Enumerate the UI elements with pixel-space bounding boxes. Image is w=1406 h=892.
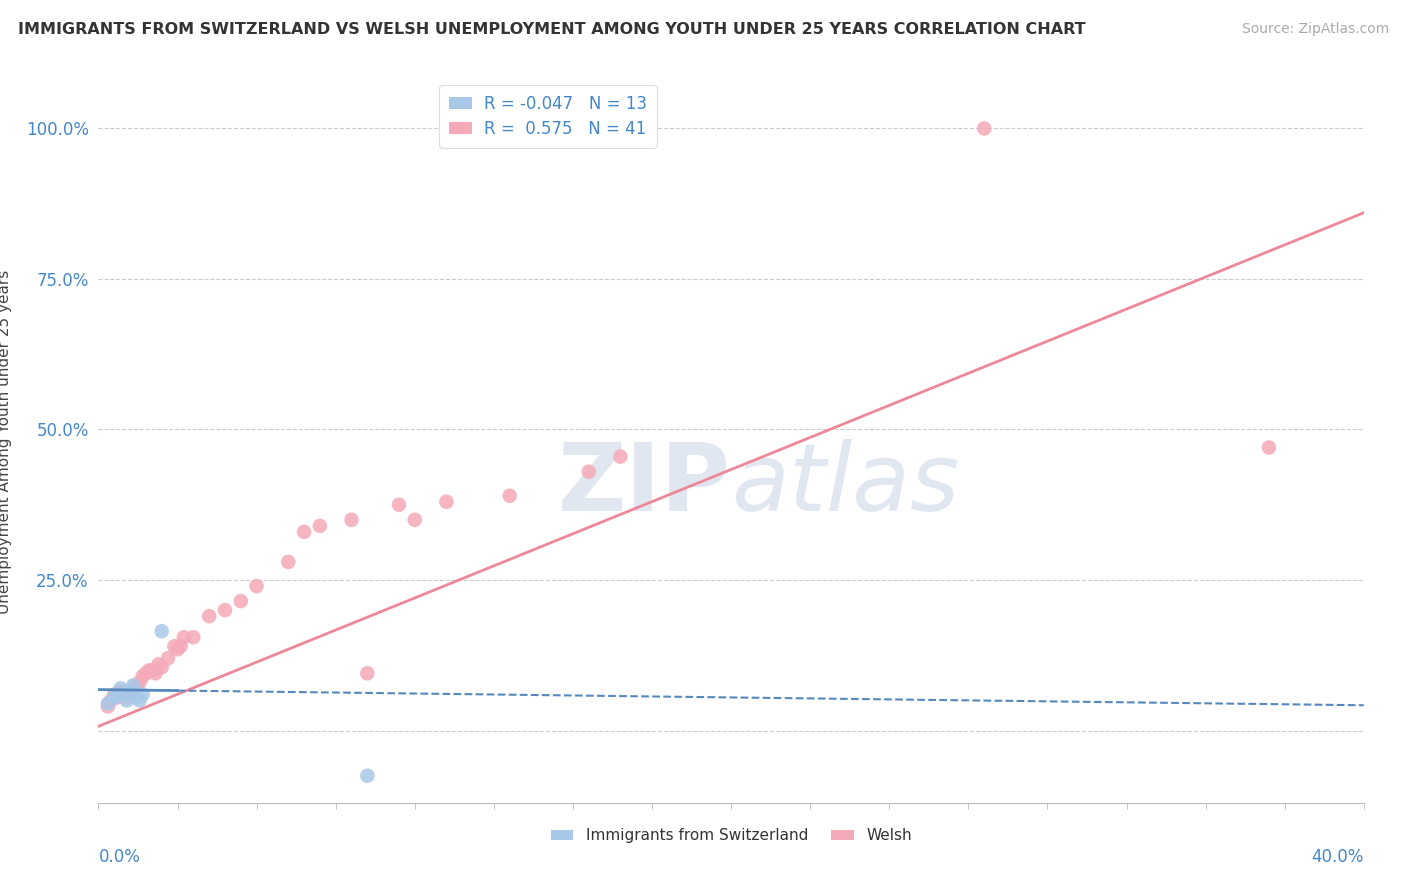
Text: atlas: atlas: [731, 440, 959, 531]
Point: [214, 603, 236, 617]
Point: [150, 660, 173, 674]
Y-axis label: Unemployment Among Youth under 25 years: Unemployment Among Youth under 25 years: [0, 269, 11, 614]
Point: [107, 690, 129, 705]
Point: [107, 687, 129, 701]
Point: [309, 518, 332, 533]
Text: ZIP: ZIP: [558, 439, 731, 531]
Point: [163, 639, 186, 653]
Point: [97, 699, 120, 714]
Point: [166, 642, 188, 657]
Point: [132, 669, 155, 683]
Point: [169, 639, 191, 653]
Point: [122, 678, 145, 692]
Point: [110, 681, 132, 696]
Point: [578, 465, 600, 479]
Point: [277, 555, 299, 569]
Point: [97, 697, 120, 711]
Point: [246, 579, 269, 593]
Point: [973, 121, 995, 136]
Point: [150, 624, 173, 639]
Point: [110, 684, 132, 698]
Point: [340, 513, 363, 527]
Point: [120, 687, 141, 701]
Point: [141, 664, 163, 678]
Point: [356, 769, 378, 783]
Point: [122, 681, 145, 696]
Text: Source: ZipAtlas.com: Source: ZipAtlas.com: [1241, 22, 1389, 37]
Point: [173, 630, 195, 644]
Point: [356, 666, 378, 681]
Point: [198, 609, 221, 624]
Point: [148, 657, 170, 672]
Point: [436, 494, 458, 508]
Point: [120, 684, 141, 698]
Point: [1257, 441, 1279, 455]
Point: [145, 666, 166, 681]
Point: [292, 524, 315, 539]
Point: [609, 450, 631, 464]
Point: [112, 687, 135, 701]
Point: [115, 690, 138, 705]
Point: [135, 666, 157, 681]
Point: [103, 687, 125, 701]
Point: [388, 498, 411, 512]
Point: [128, 675, 150, 690]
Point: [157, 651, 180, 665]
Text: IMMIGRANTS FROM SWITZERLAND VS WELSH UNEMPLOYMENT AMONG YOUTH UNDER 25 YEARS COR: IMMIGRANTS FROM SWITZERLAND VS WELSH UNE…: [18, 22, 1085, 37]
Point: [128, 693, 150, 707]
Point: [138, 664, 160, 678]
Point: [498, 489, 520, 503]
Text: 40.0%: 40.0%: [1312, 847, 1364, 865]
Point: [132, 687, 155, 701]
Point: [229, 594, 252, 608]
Point: [125, 690, 148, 705]
Point: [100, 693, 122, 707]
Point: [112, 684, 135, 698]
Point: [125, 678, 148, 692]
Point: [103, 690, 125, 705]
Point: [115, 693, 138, 707]
Point: [404, 513, 426, 527]
Point: [183, 630, 205, 644]
Legend: Immigrants from Switzerland, Welsh: Immigrants from Switzerland, Welsh: [544, 822, 918, 849]
Text: 0.0%: 0.0%: [98, 847, 141, 865]
